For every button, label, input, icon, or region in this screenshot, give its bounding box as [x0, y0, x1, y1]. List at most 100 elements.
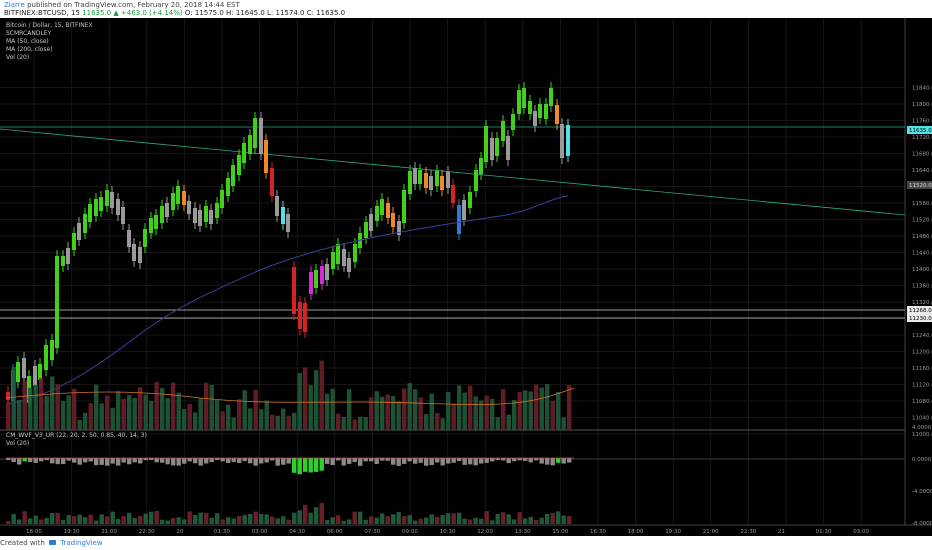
- candle-body: [468, 192, 472, 208]
- wvf-bar: [286, 458, 291, 464]
- volume-bar: [391, 395, 396, 430]
- candle-body: [77, 223, 81, 240]
- candle-body: [506, 136, 510, 160]
- wvf-bar: [88, 458, 93, 462]
- current-price-tag: 11635.0: [909, 128, 932, 134]
- price-tick-label: 11680.0: [912, 152, 932, 158]
- legend-line: SCMRCANDLEY: [6, 30, 52, 37]
- wvf-bar: [567, 458, 572, 463]
- time-tick-label: 19:30: [64, 529, 80, 535]
- chart-area[interactable]: 11840.0 11800.0 11760.0 11720.0 11680.0 11640…: [0, 18, 932, 536]
- volume-bar: [402, 388, 407, 430]
- lower-volume-bar: [396, 511, 401, 524]
- lower-volume-bar: [72, 516, 77, 524]
- lower-tick-label: 0.0000: [912, 457, 932, 463]
- volume-bar: [61, 400, 66, 430]
- volume-bar: [154, 382, 159, 430]
- candle-body: [566, 125, 570, 156]
- volume-bar: [550, 400, 555, 430]
- lower-volume-bar: [182, 519, 187, 524]
- wvf-bar: [292, 458, 297, 473]
- candle-body: [457, 205, 461, 234]
- candle-body: [369, 214, 373, 231]
- lower-volume-bar: [517, 512, 522, 524]
- wvf-bar: [468, 458, 473, 465]
- volume-bar: [396, 401, 401, 430]
- lower-volume-bar: [55, 512, 60, 524]
- price-tick-label: 11080.0: [912, 399, 932, 405]
- lower-volume-bar: [308, 512, 313, 524]
- lower-volume-bar: [259, 514, 264, 524]
- volume-bar: [418, 397, 423, 430]
- lower-volume-bar: [512, 519, 517, 524]
- lower-tick-label: -8.0000: [912, 521, 932, 527]
- lower-volume-bar: [451, 513, 456, 524]
- volume-average-line: [5, 387, 575, 405]
- wvf-bar: [270, 458, 275, 461]
- volume-bar: [561, 417, 566, 430]
- candle-body: [50, 340, 54, 360]
- wvf-bar: [94, 458, 99, 466]
- candle-body: [517, 90, 521, 114]
- time-tick-label: 19:30: [665, 529, 681, 535]
- time-tick-label: 18:00: [628, 529, 644, 535]
- candle-body: [143, 229, 147, 247]
- wvf-bar: [308, 458, 313, 473]
- volume-bar: [99, 403, 104, 430]
- volume-bar: [33, 384, 38, 430]
- lower-volume-bar: [160, 519, 165, 524]
- volume-bar: [506, 414, 511, 430]
- candle-body: [533, 111, 537, 126]
- candle-body: [501, 121, 505, 141]
- candle-body: [149, 218, 153, 233]
- lower-volume-bar: [380, 513, 385, 524]
- time-tick-label: 01:30: [816, 529, 832, 535]
- lower-volume-bar: [528, 516, 533, 524]
- candle-body: [364, 222, 368, 238]
- volume-bar: [44, 395, 49, 430]
- candle-body: [347, 258, 351, 272]
- lower-volume-bar: [550, 512, 555, 524]
- lower-volume-bar: [94, 520, 99, 524]
- lower-volume-bar: [165, 520, 170, 524]
- lower-volume-bar: [28, 518, 33, 524]
- volume-bar: [374, 391, 379, 430]
- lower-volume-bar: [407, 515, 412, 524]
- lower-volume-bar: [418, 518, 423, 524]
- candle-body: [325, 264, 329, 280]
- candle-body: [490, 138, 494, 160]
- legend-line: Vol (20): [6, 440, 30, 447]
- volume-bar: [347, 389, 352, 430]
- lower-volume-bar: [198, 512, 203, 524]
- volume-bar: [209, 385, 214, 430]
- candle-body: [331, 252, 335, 269]
- lower-volume-bar: [385, 516, 390, 524]
- wvf-bar: [413, 458, 418, 464]
- candle-body: [495, 138, 499, 156]
- time-tick-label: 20: [176, 529, 183, 535]
- wvf-bar: [495, 458, 500, 461]
- lower-volume-bar: [363, 519, 368, 524]
- author-link[interactable]: Ziarre: [4, 1, 25, 9]
- legend-line: Vol (20): [6, 54, 30, 61]
- volume-bar: [369, 397, 374, 430]
- candle-body: [38, 364, 42, 380]
- lower-volume-bar: [6, 521, 11, 524]
- candle-body: [242, 143, 246, 163]
- lower-volume-bar: [413, 520, 418, 524]
- wvf-bar: [209, 458, 214, 463]
- wvf-bar: [198, 458, 203, 466]
- wvf-bar: [149, 458, 154, 461]
- candle-body: [6, 392, 10, 400]
- wvf-bar: [330, 458, 335, 466]
- volume-bar: [567, 384, 572, 430]
- candle-body: [33, 366, 37, 386]
- chart-canvas[interactable]: 11840.0 11800.0 11760.0 11720.0 11680.0 11640…: [0, 18, 932, 536]
- candle-body: [16, 362, 20, 382]
- wvf-bar: [121, 458, 126, 463]
- candle-body: [127, 230, 131, 247]
- volume-bar: [303, 367, 308, 430]
- lower-volume-bar: [220, 519, 225, 524]
- wvf-bar: [424, 458, 429, 466]
- footer-brand[interactable]: TradingView: [60, 539, 103, 547]
